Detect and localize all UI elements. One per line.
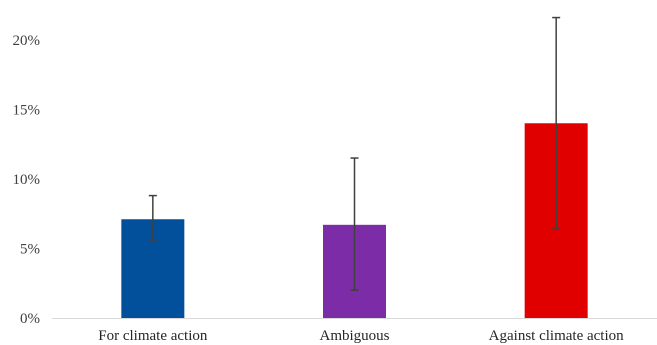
y-tick-label: 0% — [20, 311, 40, 327]
x-category-label: Against climate action — [489, 328, 624, 344]
x-axis: For climate action Ambiguous Against clima… — [98, 328, 624, 344]
y-tick-label: 20% — [13, 33, 41, 49]
x-category-label: Ambiguous — [319, 328, 389, 344]
y-tick-label: 15% — [13, 102, 41, 118]
y-tick-label: 10% — [13, 172, 41, 188]
y-axis: 0% 5% 10% 15% 20% — [13, 33, 41, 327]
error-bars — [148, 16, 561, 291]
x-category-label: For climate action — [98, 328, 208, 344]
y-tick-label: 5% — [20, 241, 40, 257]
